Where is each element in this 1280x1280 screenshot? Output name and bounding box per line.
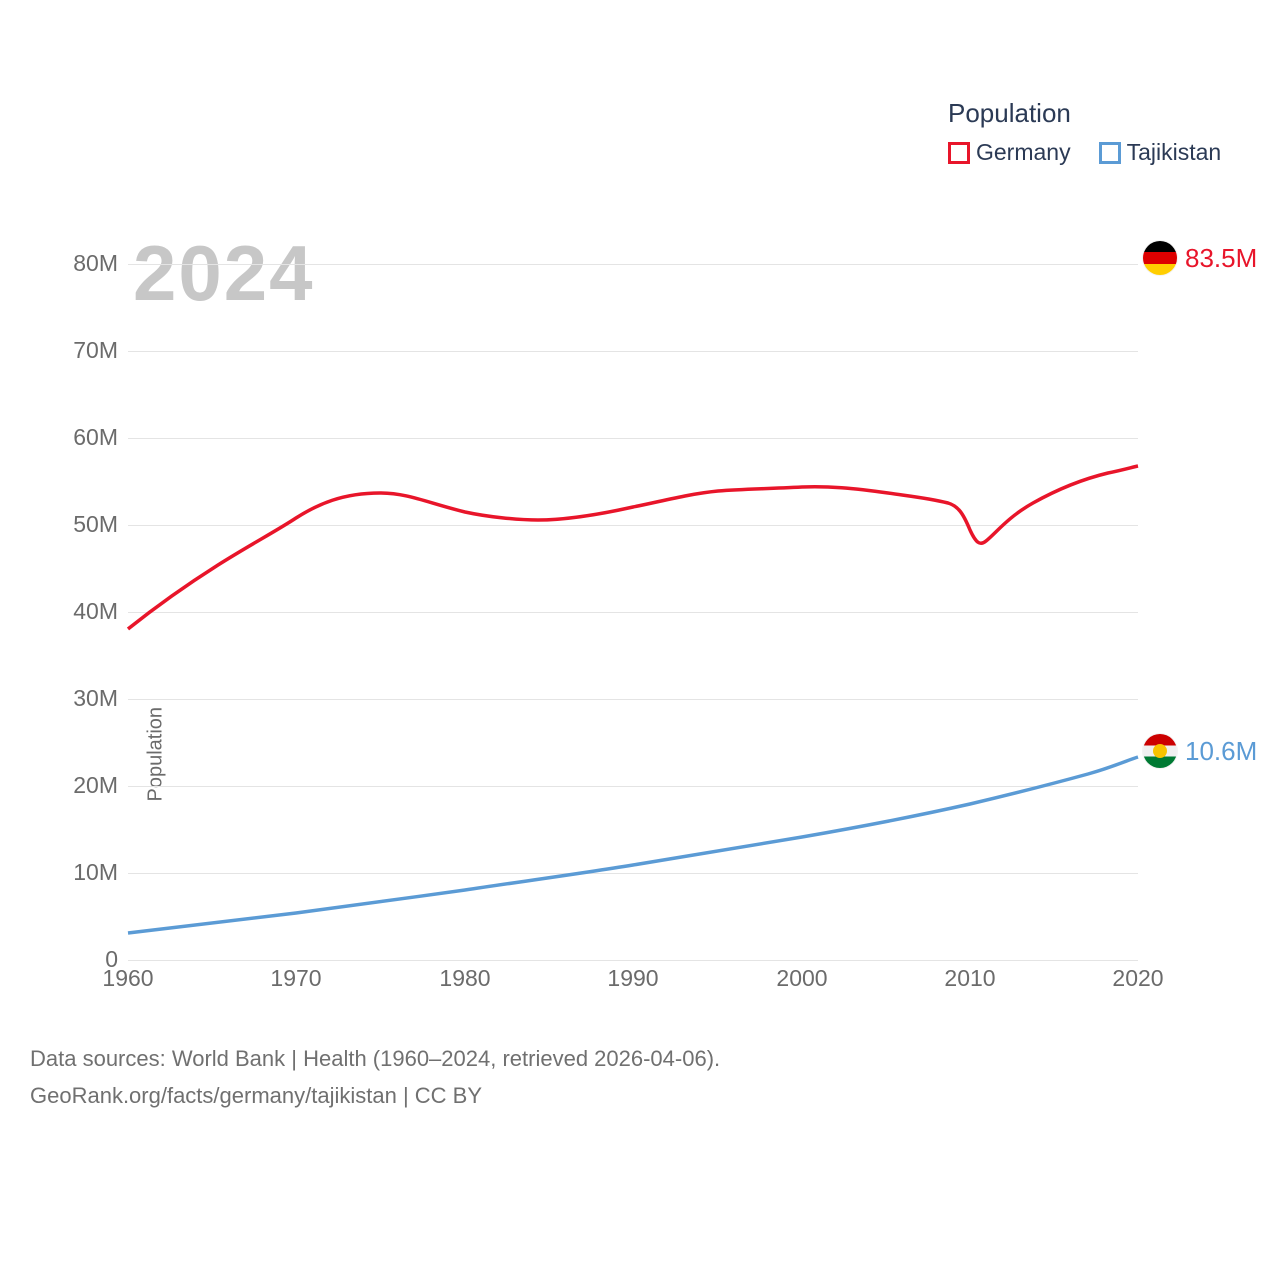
tajikistan-line[interactable]	[128, 757, 1138, 933]
tajikistan-end-value: 10.6M	[1185, 736, 1257, 767]
population-line-chart: Population Germany Tajikistan 2024 Popul…	[0, 0, 1280, 1280]
footer-line1: Data sources: World Bank | Health (1960–…	[30, 1040, 720, 1077]
x-tick-2000: 2000	[776, 965, 827, 992]
germany-end-value: 83.5M	[1185, 243, 1257, 274]
plot-area: Population 0 10M 20M 30M 40M 50M 60M	[128, 230, 1138, 960]
chart-lines	[128, 230, 1138, 960]
germany-end-marker[interactable]: 83.5M	[1143, 241, 1257, 275]
tajikistan-end-marker[interactable]: 10.6M	[1143, 734, 1257, 768]
legend: Population Germany Tajikistan	[948, 98, 1221, 166]
x-tick-1990: 1990	[607, 965, 658, 992]
legend-item-germany[interactable]: Germany	[948, 139, 1071, 166]
germany-flag-icon	[1143, 241, 1177, 275]
legend-label-tajikistan: Tajikistan	[1127, 139, 1222, 166]
legend-swatch-tajikistan	[1099, 142, 1121, 164]
legend-label-germany: Germany	[976, 139, 1071, 166]
x-tick-1960: 1960	[102, 965, 153, 992]
footer-text: Data sources: World Bank | Health (1960–…	[30, 1040, 720, 1115]
tajikistan-flag-icon	[1143, 734, 1177, 768]
legend-title: Population	[948, 98, 1221, 129]
footer-line2: GeoRank.org/facts/germany/tajikistan | C…	[30, 1077, 720, 1114]
x-tick-2010: 2010	[944, 965, 995, 992]
x-tick-1980: 1980	[439, 965, 490, 992]
x-tick-2020: 2020	[1112, 965, 1163, 992]
x-tick-1970: 1970	[270, 965, 321, 992]
legend-swatch-germany	[948, 142, 970, 164]
legend-item-tajikistan[interactable]: Tajikistan	[1099, 139, 1222, 166]
germany-line[interactable]	[128, 466, 1138, 629]
